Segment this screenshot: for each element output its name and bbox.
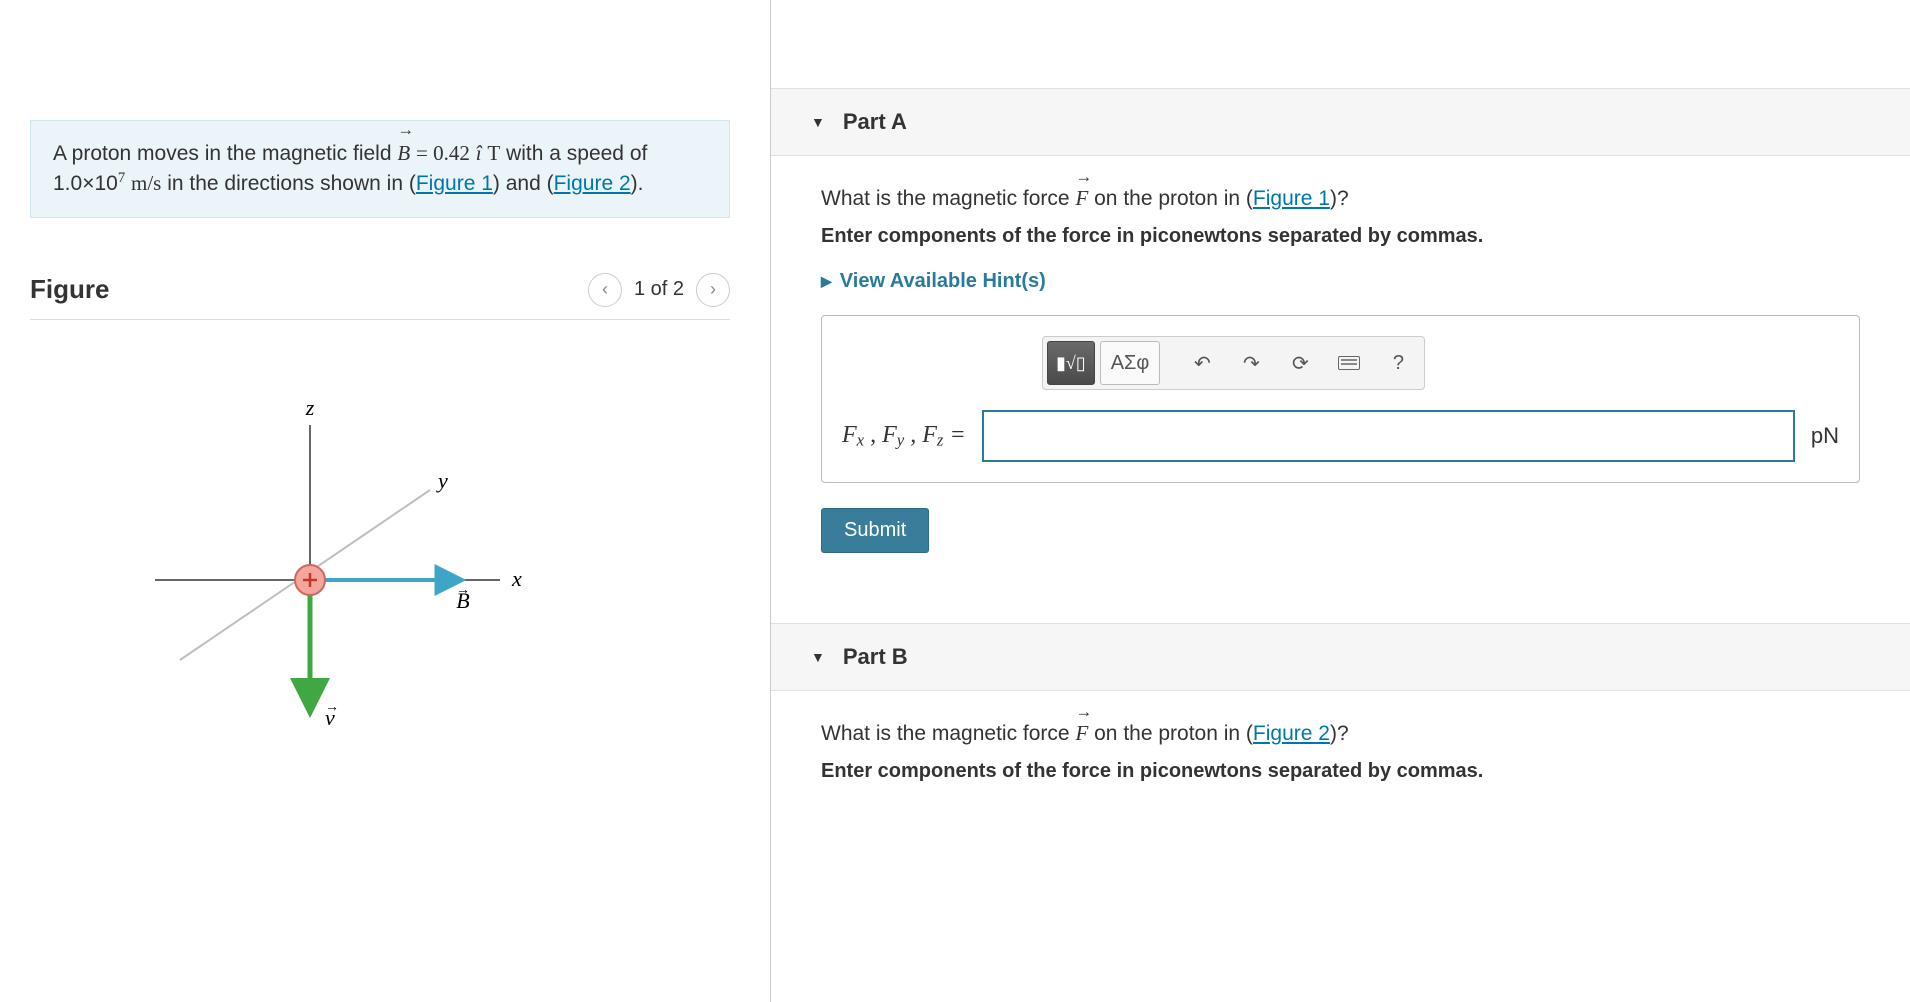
left-pane: A proton moves in the magnetic field → B…: [0, 0, 770, 1002]
part-b-title: Part B: [843, 644, 908, 670]
problem-text: A proton moves in the magnetic field → B…: [53, 142, 647, 195]
B-vector-symbol: → B: [397, 139, 410, 168]
figure-next-button[interactable]: ›: [696, 273, 730, 307]
txt: ) and (: [493, 172, 554, 195]
caret-down-icon: ▼: [811, 114, 825, 130]
speed-exp: 7: [118, 170, 125, 186]
B-unit: T: [487, 141, 500, 165]
part-a-title: Part A: [843, 109, 907, 135]
v-label: →v: [325, 700, 339, 730]
figure-title: Figure: [30, 274, 109, 305]
txt: )?: [1330, 722, 1349, 745]
txt: on the proton in (: [1094, 187, 1253, 210]
coord-axes-svg: z y x →B →v: [120, 380, 540, 780]
txt: )?: [1330, 187, 1349, 210]
redo-button[interactable]: ↷: [1229, 341, 1273, 385]
part-a-question: What is the magnetic force → F on the pr…: [821, 186, 1860, 211]
equation-toolbar: ▮√▯ ΑΣφ ↶ ↷ ⟳ ?: [1042, 336, 1425, 390]
part-a-figure-link[interactable]: Figure 1: [1253, 187, 1330, 210]
keyboard-button[interactable]: [1327, 341, 1371, 385]
part-b-instruction: Enter components of the force in piconew…: [821, 760, 1860, 783]
part-b-body: What is the magnetic force → F on the pr…: [771, 691, 1910, 835]
txt: in the directions shown in (: [167, 172, 416, 195]
figure-prev-button[interactable]: ‹: [588, 273, 622, 307]
part-b-header[interactable]: ▼ Part B: [771, 623, 1910, 691]
figure-1-link[interactable]: Figure 1: [416, 172, 493, 195]
i-hat: î: [476, 141, 482, 165]
help-button[interactable]: ?: [1376, 341, 1420, 385]
hints-label: View Available Hint(s): [840, 270, 1046, 293]
part-a-instruction: Enter components of the force in piconew…: [821, 225, 1860, 248]
B-value: = 0.42: [416, 141, 470, 165]
B-label: →B: [456, 583, 470, 613]
speed-unit: m/s: [131, 171, 161, 195]
answer-input[interactable]: [982, 410, 1795, 462]
keyboard-icon: [1338, 356, 1360, 370]
caret-right-icon: ▶: [821, 273, 832, 290]
part-a-body: What is the magnetic force → F on the pr…: [771, 156, 1910, 583]
txt: ).: [631, 172, 644, 195]
problem-statement: A proton moves in the magnetic field → B…: [30, 120, 730, 218]
answer-box: ▮√▯ ΑΣφ ↶ ↷ ⟳ ? Fx , Fy , Fz =: [821, 315, 1860, 483]
part-b-figure-link[interactable]: Figure 2: [1253, 722, 1330, 745]
y-label: y: [436, 468, 448, 493]
answer-input-row: Fx , Fy , Fz = pN: [842, 410, 1839, 462]
txt: A proton moves in the magnetic field: [53, 142, 397, 165]
x-label: x: [511, 566, 522, 591]
undo-button[interactable]: ↶: [1180, 341, 1224, 385]
figure-nav: ‹ 1 of 2 ›: [588, 273, 730, 307]
figure-2-link[interactable]: Figure 2: [554, 172, 631, 195]
F-vector-symbol: → F: [1075, 721, 1088, 746]
answer-unit: pN: [1811, 423, 1839, 449]
caret-down-icon: ▼: [811, 649, 825, 665]
right-pane: ▼ Part A What is the magnetic force → F …: [770, 0, 1910, 1002]
answer-lhs: Fx , Fy , Fz =: [842, 422, 966, 450]
figure-counter: 1 of 2: [634, 278, 684, 301]
txt: on the proton in (: [1094, 722, 1253, 745]
F-vector-symbol: → F: [1075, 186, 1088, 211]
page-root: A proton moves in the magnetic field → B…: [0, 0, 1910, 1002]
part-b-question: What is the magnetic force → F on the pr…: [821, 721, 1860, 746]
txt: What is the magnetic force: [821, 722, 1075, 745]
txt: What is the magnetic force: [821, 187, 1075, 210]
part-a-header[interactable]: ▼ Part A: [771, 88, 1910, 156]
submit-button[interactable]: Submit: [821, 508, 929, 553]
reset-button[interactable]: ⟳: [1278, 341, 1322, 385]
z-label: z: [305, 395, 315, 420]
greek-letters-button[interactable]: ΑΣφ: [1100, 341, 1161, 385]
view-hints-button[interactable]: ▶ View Available Hint(s): [821, 270, 1046, 293]
figure-diagram: z y x →B →v: [30, 320, 730, 786]
sqrt-template-icon: ▮√▯: [1056, 353, 1086, 374]
figure-header: Figure ‹ 1 of 2 ›: [30, 273, 730, 320]
template-picker-button[interactable]: ▮√▯: [1047, 341, 1095, 385]
